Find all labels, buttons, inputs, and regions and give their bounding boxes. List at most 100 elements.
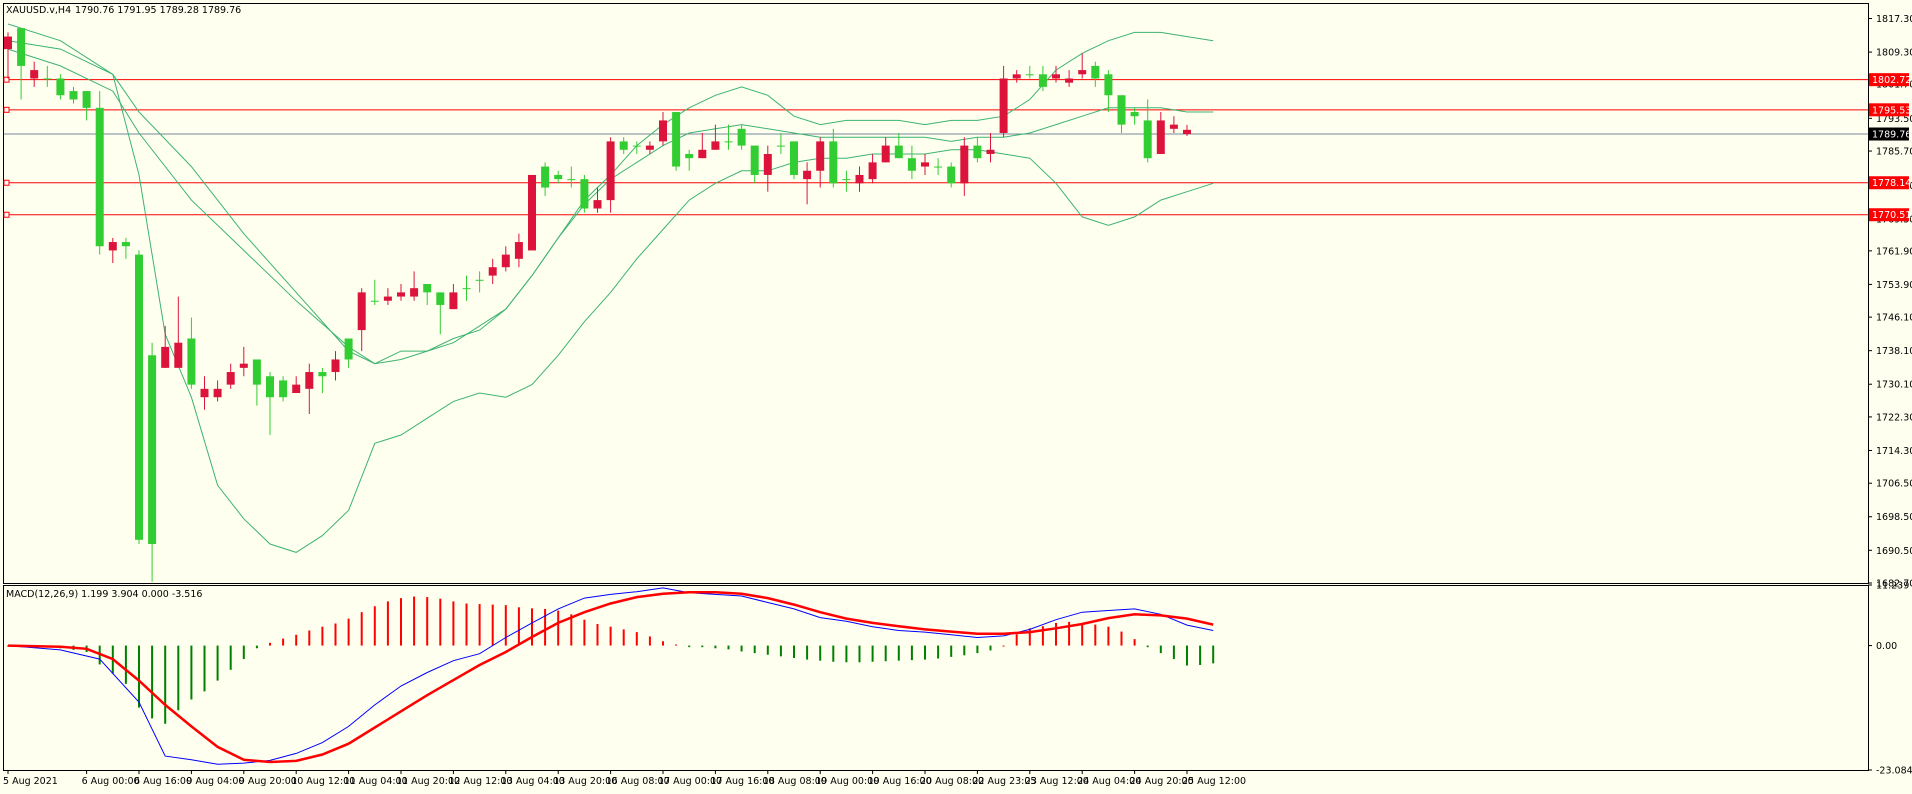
candle[interactable] (973, 137, 982, 163)
candle[interactable] (1078, 53, 1087, 79)
candle[interactable] (501, 246, 510, 272)
candle[interactable] (213, 380, 222, 402)
candle[interactable] (960, 137, 969, 196)
candle[interactable] (659, 112, 667, 146)
candle[interactable] (43, 65, 52, 87)
candle[interactable] (344, 338, 353, 368)
level-handle-3[interactable] (3, 211, 10, 218)
candle[interactable] (580, 174, 589, 213)
candle[interactable] (292, 376, 301, 394)
candle[interactable] (829, 128, 838, 188)
candle[interactable] (999, 65, 1008, 138)
candle[interactable] (907, 145, 916, 180)
candle[interactable] (554, 170, 563, 184)
candle[interactable] (148, 342, 157, 582)
candle[interactable] (252, 359, 261, 406)
candle[interactable] (881, 137, 890, 163)
candle[interactable] (1130, 107, 1139, 125)
candle[interactable] (121, 237, 130, 259)
candle-body (1038, 74, 1047, 87)
candle[interactable] (986, 133, 995, 163)
candle[interactable] (69, 86, 78, 104)
candle[interactable] (763, 145, 772, 192)
candle[interactable] (108, 237, 117, 264)
candle[interactable] (711, 124, 720, 150)
candle[interactable] (1183, 124, 1191, 137)
candle[interactable] (423, 283, 432, 305)
candle[interactable] (921, 153, 929, 175)
candle[interactable] (1012, 70, 1021, 83)
candle[interactable] (200, 376, 209, 410)
candle[interactable] (410, 271, 419, 301)
candle[interactable] (776, 133, 785, 154)
candle[interactable] (514, 233, 523, 268)
candle[interactable] (685, 149, 694, 171)
candle[interactable] (383, 288, 392, 305)
candle[interactable] (672, 112, 681, 171)
candle[interactable] (1052, 65, 1060, 83)
candle[interactable] (803, 162, 812, 205)
candle[interactable] (606, 137, 615, 213)
candle[interactable] (1104, 70, 1113, 113)
candle[interactable] (1065, 70, 1074, 87)
candle[interactable] (947, 162, 956, 188)
candle[interactable] (619, 137, 628, 154)
candle[interactable] (187, 317, 196, 389)
candle[interactable] (305, 363, 314, 414)
candle[interactable] (56, 74, 65, 100)
candle[interactable] (370, 279, 379, 305)
candle[interactable] (934, 158, 943, 175)
candle[interactable] (1143, 99, 1152, 163)
candle[interactable] (1117, 95, 1126, 134)
candle[interactable] (449, 283, 458, 310)
candle[interactable] (855, 166, 864, 192)
candle[interactable] (397, 283, 405, 301)
candle[interactable] (528, 174, 536, 251)
candle[interactable] (842, 170, 851, 192)
candle[interactable] (868, 153, 877, 184)
candle[interactable] (135, 250, 143, 544)
candle[interactable] (541, 162, 550, 196)
candle[interactable] (17, 28, 26, 100)
candle-body (528, 174, 536, 251)
candle[interactable] (318, 367, 327, 394)
candle[interactable] (816, 137, 825, 188)
level-handle-2[interactable] (3, 179, 10, 186)
level-handle-0[interactable] (3, 76, 10, 83)
candle[interactable] (357, 288, 366, 352)
candle[interactable] (331, 351, 340, 381)
candle[interactable] (161, 325, 170, 368)
level-handle-1[interactable] (3, 106, 10, 113)
candle[interactable] (4, 32, 12, 79)
candlesticks[interactable] (4, 28, 1191, 582)
candle[interactable] (1156, 112, 1165, 154)
candle[interactable] (1091, 61, 1100, 87)
candle[interactable] (226, 363, 235, 389)
candle[interactable] (279, 376, 288, 402)
candle[interactable] (95, 91, 104, 255)
candle[interactable] (174, 296, 183, 368)
candle[interactable] (790, 141, 798, 180)
candle[interactable] (737, 124, 746, 150)
candle[interactable] (436, 292, 445, 335)
candle[interactable] (632, 141, 641, 154)
candle[interactable] (82, 91, 91, 121)
candle[interactable] (239, 346, 248, 377)
candle[interactable] (894, 133, 903, 159)
candle[interactable] (593, 187, 602, 213)
candle[interactable] (1038, 65, 1047, 92)
candle[interactable] (30, 61, 39, 87)
candle[interactable] (645, 141, 654, 154)
candle[interactable] (567, 166, 576, 188)
candle[interactable] (698, 133, 707, 159)
candle[interactable] (724, 124, 733, 150)
candle[interactable] (488, 258, 497, 284)
candle[interactable] (750, 145, 759, 184)
candle[interactable] (1025, 65, 1034, 79)
candle[interactable] (462, 275, 471, 301)
candle[interactable] (475, 271, 484, 293)
candle[interactable] (1169, 116, 1178, 134)
candle[interactable] (266, 372, 274, 435)
